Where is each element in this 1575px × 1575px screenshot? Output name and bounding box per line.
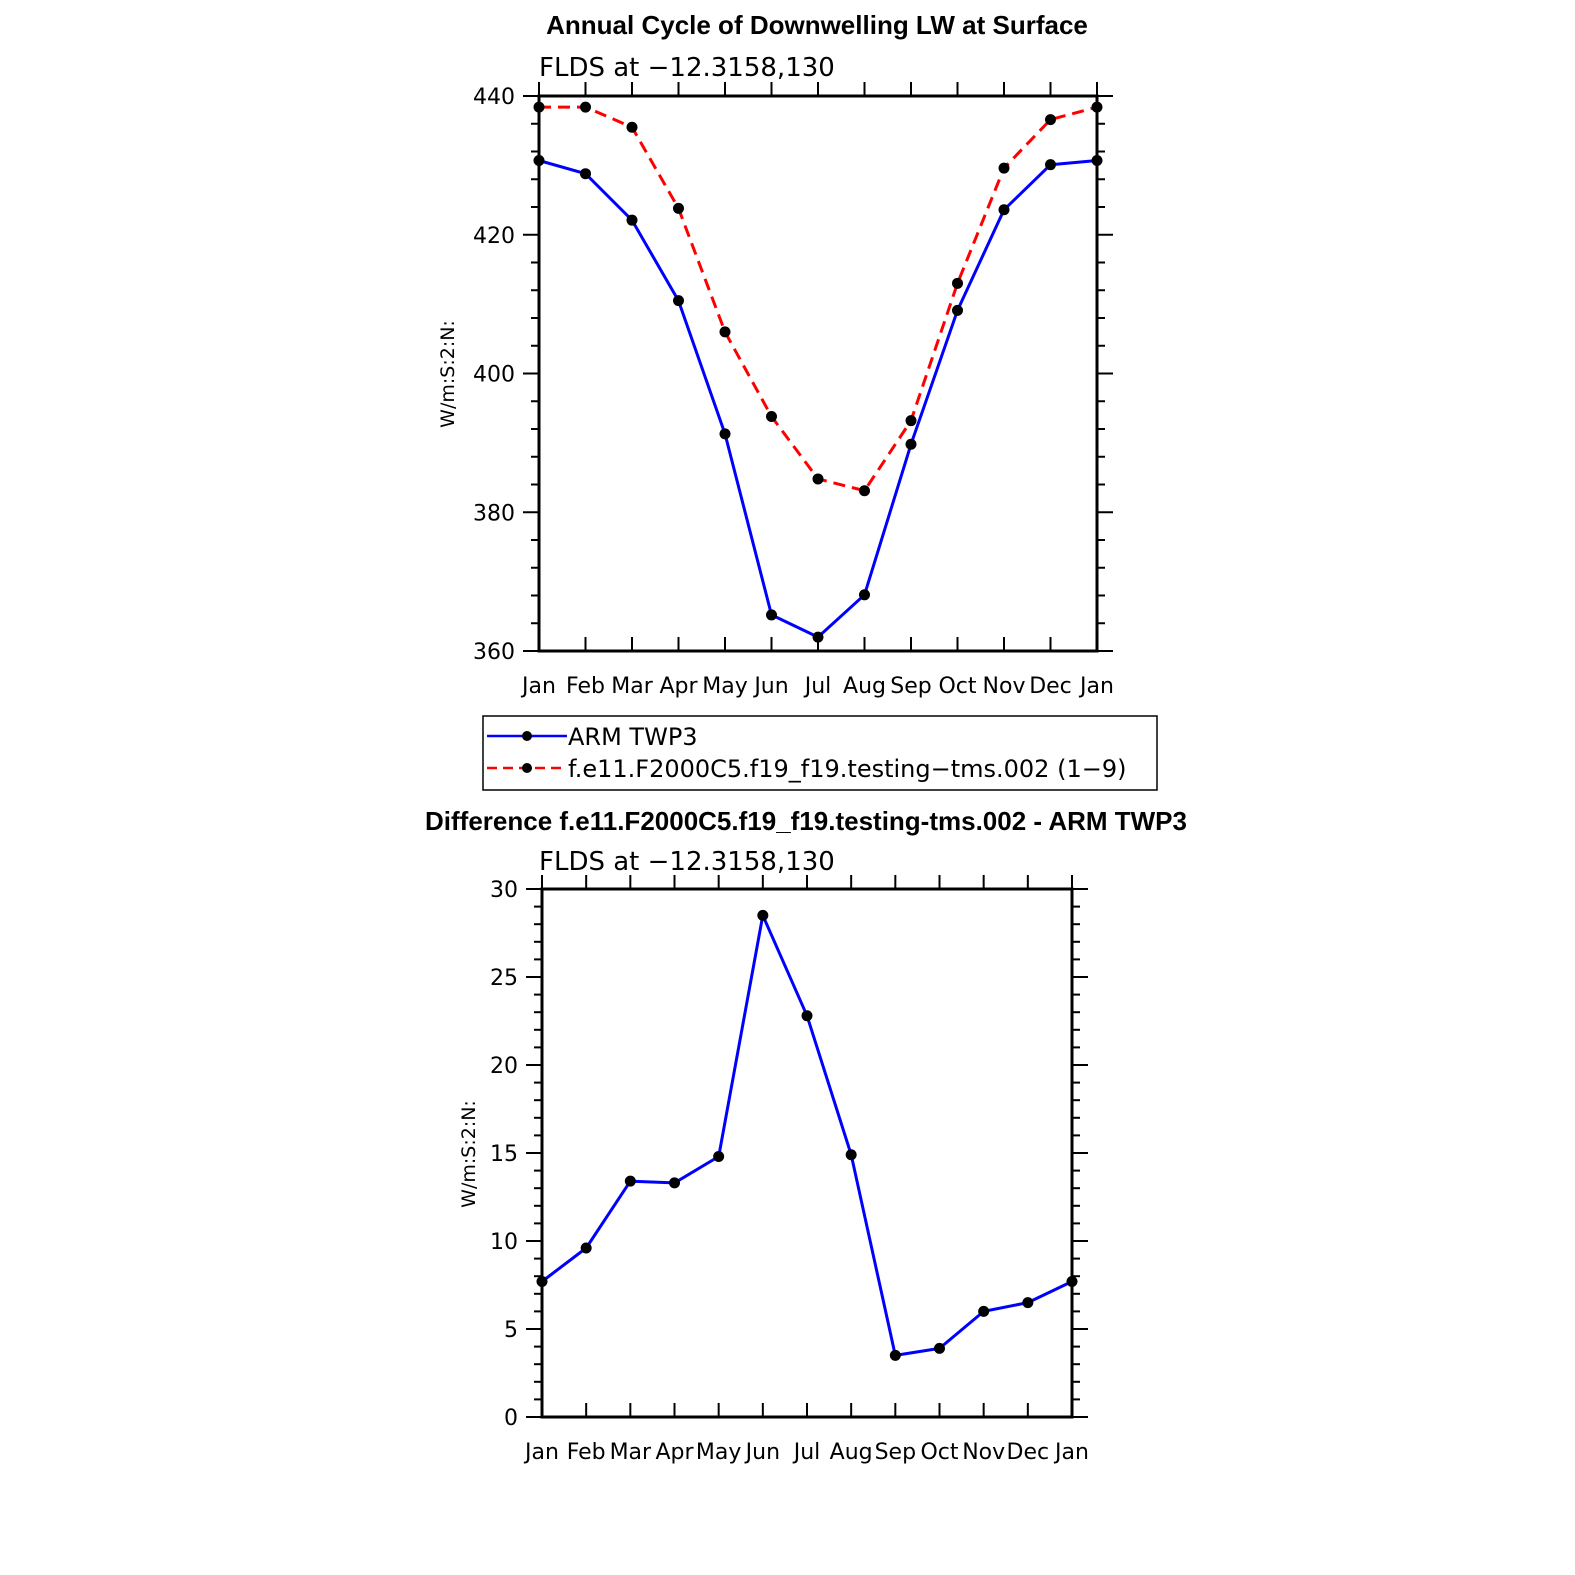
y-axis-label: W/m:S:2:N: (437, 320, 459, 428)
legend-label-arm-twp3: ARM TWP3 (568, 723, 698, 751)
y-tick-label: 440 (473, 85, 515, 110)
plot-frame-difference (540, 887, 1074, 1419)
data-point (905, 415, 917, 427)
x-tick-label: Dec (1029, 674, 1072, 699)
data-point (905, 438, 917, 450)
x-tick-label: Nov (962, 1440, 1005, 1465)
data-point (766, 609, 777, 621)
x-tick-label: Feb (566, 674, 605, 699)
data-point (952, 277, 963, 289)
chart-title: Annual Cycle of Downwelling LW at Surfac… (546, 10, 1088, 40)
data-point (859, 485, 870, 497)
legend-box (482, 715, 1158, 791)
chart-title-difference: Difference f.e11.F2000C5.f19_f19.testing… (425, 806, 1187, 836)
x-tick-label: Jan (1078, 674, 1114, 699)
plot-series (533, 101, 1103, 643)
x-tick-label: Mar (611, 674, 653, 699)
data-point (626, 121, 638, 133)
y-tick-label: 10 (490, 1230, 518, 1255)
panel-annual-cycle: Annual Cycle of Downwelling LW at Surfac… (437, 10, 1114, 699)
axis-ticks (523, 82, 1113, 652)
axis-ticks-difference (526, 875, 1088, 1418)
data-point (998, 162, 1010, 174)
y-tick-label: 380 (473, 501, 515, 526)
y-tick-label: 5 (504, 1318, 518, 1343)
data-point (1045, 159, 1056, 171)
series-line-0 (538, 159, 1098, 639)
chart-subtitle-difference: FLDS at −12.3158,130 (539, 847, 835, 877)
y-tick-label: 15 (490, 1142, 518, 1167)
data-point (673, 202, 684, 214)
data-point (624, 1175, 636, 1187)
series-line-0 (541, 913, 1073, 1357)
data-point (713, 1151, 725, 1163)
x-tick-label: Feb (567, 1440, 606, 1465)
data-point (812, 473, 824, 485)
data-point (812, 631, 824, 643)
legend-entry-model: f.e11.F2000C5.f19_f19.testing−tms.002 (1… (487, 755, 1126, 783)
data-point (580, 101, 591, 113)
x-tick-label: Dec (1007, 1440, 1050, 1465)
y-tick-label: 20 (490, 1054, 518, 1079)
legend-label-model: f.e11.F2000C5.f19_f19.testing−tms.002 (1… (568, 755, 1126, 783)
data-point (801, 1010, 813, 1022)
data-point (719, 428, 731, 440)
tick-labels-difference: Jan Feb Mar Apr May Jun Jul Aug Sep Oct Nov Dec Jan0… (490, 878, 1089, 1465)
data-point (889, 1349, 901, 1361)
legend-marker-model (522, 763, 532, 773)
x-tick-label: Jun (744, 1440, 780, 1465)
x-tick-label: Aug (843, 674, 886, 699)
data-point (757, 909, 769, 921)
chart-subtitle: FLDS at −12.3158,130 (539, 53, 835, 83)
data-point (626, 214, 638, 226)
data-point (998, 204, 1010, 216)
x-tick-label: Jul (803, 674, 832, 699)
series-line-1 (539, 105, 1098, 493)
plot-series-difference (536, 909, 1078, 1361)
data-point (952, 304, 963, 316)
data-point (580, 1242, 592, 1254)
x-tick-label: Oct (938, 674, 976, 699)
x-tick-label: Oct (920, 1440, 958, 1465)
y-tick-label: 420 (473, 224, 515, 249)
legend-entry-arm-twp3: ARM TWP3 (487, 723, 698, 751)
x-tick-label: May (696, 1440, 741, 1465)
plot-frame (537, 94, 1099, 653)
legend-marker-arm-twp3 (522, 731, 532, 741)
y-tick-label: 30 (490, 878, 518, 903)
x-tick-label: Sep (875, 1440, 916, 1465)
y-tick-label: 0 (504, 1406, 518, 1431)
x-tick-label: Jan (523, 1440, 559, 1465)
data-point (859, 589, 870, 601)
x-tick-label: Jan (520, 674, 556, 699)
panel-difference: Difference f.e11.F2000C5.f19_f19.testing… (425, 806, 1187, 1465)
data-point (978, 1305, 990, 1317)
x-tick-label: May (702, 674, 747, 699)
data-point (580, 168, 591, 180)
x-tick-label: Aug (830, 1440, 873, 1465)
x-tick-label: Jul (792, 1440, 821, 1465)
x-tick-label: Apr (659, 674, 698, 699)
data-point (673, 295, 684, 307)
x-tick-label: Jan (1053, 1440, 1089, 1465)
x-tick-label: Jun (752, 674, 788, 699)
y-tick-label: 25 (490, 966, 518, 991)
y-axis-label-difference: W/m:S:2:N: (458, 1100, 480, 1208)
data-point (934, 1342, 945, 1354)
y-tick-label: 360 (473, 640, 515, 665)
data-point (845, 1149, 857, 1161)
data-point (719, 326, 731, 338)
data-point (1022, 1297, 1034, 1309)
data-point (766, 411, 777, 423)
tick-labels: Jan Feb Mar Apr May Jun Jul Aug Sep Oct Nov Dec Jan3… (473, 85, 1114, 699)
legend: ARM TWP3 f.e11.F2000C5.f19_f19.testing−t… (482, 715, 1158, 791)
x-tick-label: Sep (890, 674, 931, 699)
y-tick-label: 400 (473, 363, 515, 388)
x-tick-label: Apr (655, 1440, 694, 1465)
data-point (1045, 114, 1056, 126)
data-point (669, 1177, 680, 1189)
x-tick-label: Mar (610, 1440, 652, 1465)
x-tick-label: Nov (983, 674, 1026, 699)
